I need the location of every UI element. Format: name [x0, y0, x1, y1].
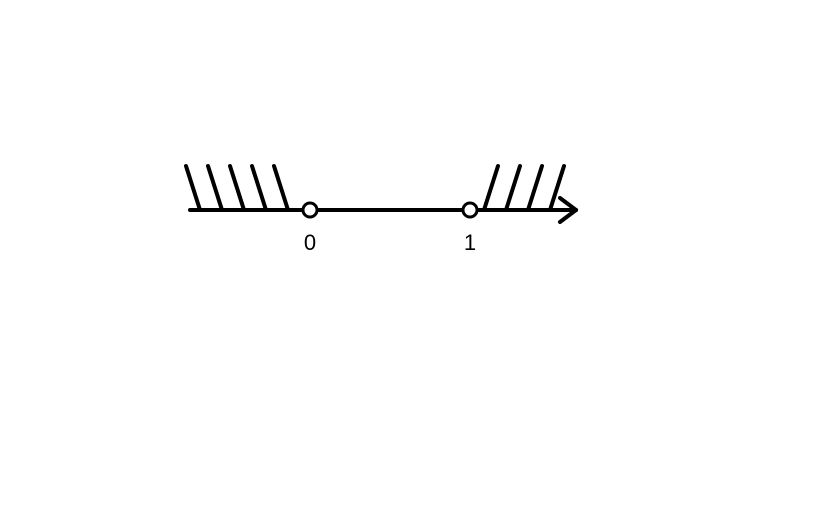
number-line-diagram: 01: [0, 0, 822, 512]
open-point-1: [463, 203, 477, 217]
hatch-right: [550, 166, 564, 210]
hatch-left: [274, 166, 288, 210]
open-point-0: [303, 203, 317, 217]
hatch-right: [506, 166, 520, 210]
hatch-right: [528, 166, 542, 210]
hatch-left: [252, 166, 266, 210]
tick-label-0: 0: [304, 230, 316, 255]
hatch-left: [230, 166, 244, 210]
hatch-right: [484, 166, 498, 210]
hatch-left: [208, 166, 222, 210]
hatch-left: [186, 166, 200, 210]
tick-label-1: 1: [464, 230, 476, 255]
